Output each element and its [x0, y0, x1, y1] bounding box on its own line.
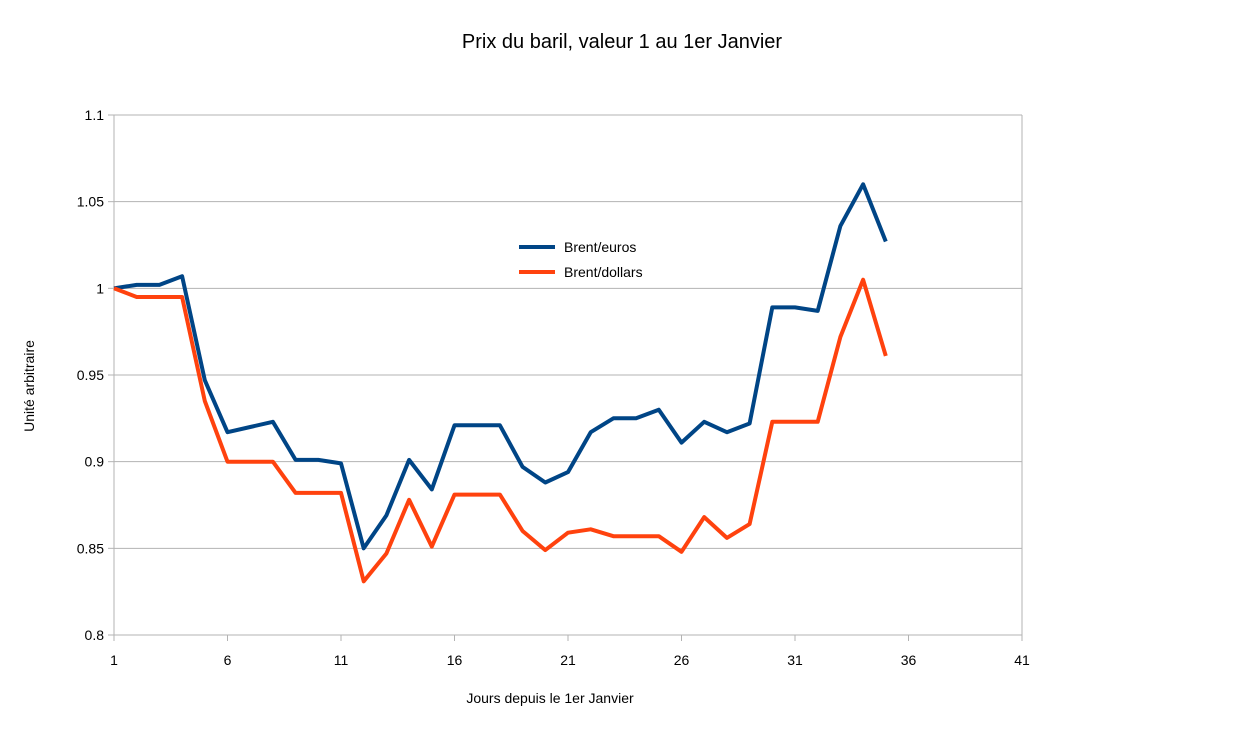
series-lines: [113, 182, 888, 584]
x-tick-label: 31: [787, 652, 803, 668]
legend-label-brent-dollars: Brent/dollars: [564, 264, 643, 280]
legend-label-brent-euros: Brent/euros: [564, 239, 636, 255]
axes: [108, 114, 1023, 641]
x-tick-label: 36: [901, 652, 917, 668]
y-tick-labels: 0.8 0.85 0.9 0.95 1 1.05 1.1: [77, 107, 104, 643]
x-tick-labels: 1 6 11 16 21 26 31 36 41: [110, 652, 1030, 668]
y-axis-label: Unité arbitraire: [21, 340, 37, 432]
x-tick-label: 11: [334, 652, 349, 668]
x-tick-label: 26: [674, 652, 690, 668]
y-tick-label: 1: [96, 280, 104, 296]
x-axis-label: Jours depuis le 1er Janvier: [466, 690, 634, 706]
legend: Brent/euros Brent/dollars: [519, 239, 643, 280]
y-tick-label: 0.85: [77, 540, 104, 556]
y-tick-label: 1.05: [77, 194, 104, 210]
gridlines: [114, 114, 1022, 636]
x-tick-label: 41: [1014, 652, 1030, 668]
x-tick-label: 16: [447, 652, 463, 668]
series-line-brent-euros: [113, 182, 888, 551]
chart-title: Prix du baril, valeur 1 au 1er Janvier: [462, 31, 782, 53]
y-tick-label: 0.8: [85, 627, 105, 643]
y-tick-label: 1.1: [85, 107, 105, 123]
series-line-brent-dollars: [113, 277, 888, 584]
x-tick-label: 1: [110, 652, 118, 668]
x-tick-label: 21: [560, 652, 576, 668]
y-tick-label: 0.9: [85, 454, 105, 470]
x-tick-label: 6: [224, 652, 232, 668]
y-tick-label: 0.95: [77, 367, 104, 383]
